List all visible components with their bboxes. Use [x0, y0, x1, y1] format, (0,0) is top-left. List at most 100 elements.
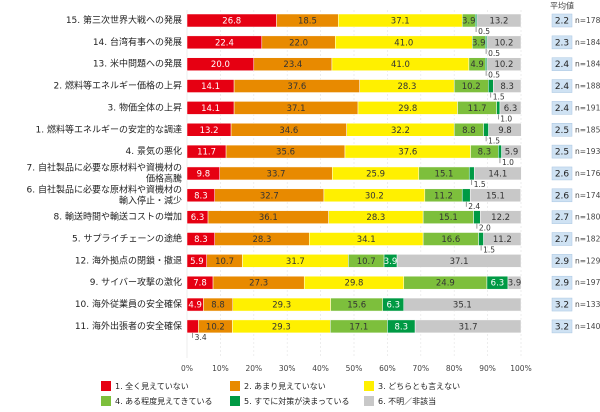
legend-swatch: [230, 381, 240, 391]
average-value: 2.7: [555, 213, 569, 223]
segment-label: 34.6: [279, 126, 298, 136]
segment-label: 27.3: [249, 279, 268, 289]
row-label: 7. 自社製品に必要な原材料や資機材の: [27, 161, 182, 173]
segment-label: 4.9: [470, 60, 484, 70]
x-tick-label: 10%: [212, 364, 229, 373]
average-value: 2.5: [555, 148, 569, 158]
segment-label: 3.9: [384, 257, 398, 267]
row-label-line2: 輸入停止・減少: [119, 194, 182, 206]
segment-label: 37.1: [391, 17, 410, 27]
row-label: 13. 米中問題への発展: [93, 58, 182, 70]
sample-size: n=174: [575, 191, 600, 200]
bar-segment: [488, 123, 522, 137]
sample-size: n=129: [575, 256, 600, 265]
segment-label: 41.0: [391, 60, 410, 70]
segment-label: 28.3: [366, 213, 385, 223]
legend-label: 6. 不明／非該当: [378, 396, 436, 406]
segment-label: 22.0: [289, 38, 308, 48]
average-value: 2.4: [555, 104, 570, 114]
average-value: 2.4: [555, 60, 570, 70]
bar-segment: [499, 101, 522, 115]
bar-segment: [488, 79, 494, 93]
segment-label: 6.3: [504, 104, 518, 114]
segment-label: 6.3: [191, 213, 205, 223]
segment-label-callout: 2.4: [468, 202, 480, 211]
bar-segment: [476, 13, 522, 28]
segment-label-callout: 0.5: [478, 27, 490, 36]
segment-label: 30.2: [365, 191, 384, 201]
average-box: [551, 35, 573, 50]
sample-size: n=197: [575, 278, 600, 287]
segment-label: 32.7: [260, 191, 279, 201]
segment-label: 15.1: [486, 191, 505, 201]
x-tick-label: 40%: [312, 364, 329, 373]
segment-label-callout: 1.0: [500, 114, 512, 123]
average-box: [551, 79, 573, 93]
row-label: 9. サイバー攻撃の激化: [90, 276, 182, 288]
legend-label: 1. 全く見えていない: [115, 381, 189, 391]
bar-segment: [403, 297, 522, 312]
segment-label-callout: 0.5: [488, 71, 500, 80]
row-label-line2: 価格高騰: [146, 172, 182, 184]
bar-segment: [469, 188, 521, 203]
segment-label: 17.1: [349, 322, 368, 332]
row-label: 2. 燃料等エネルギー価格の上昇: [54, 80, 182, 92]
bar-segment: [480, 210, 522, 224]
row-label: 8. 輸送時間や輸送コストの増加: [54, 211, 182, 223]
average-value: 2.6: [555, 191, 570, 201]
bar-segment: [414, 319, 522, 334]
segment-label: 25.9: [366, 169, 385, 179]
segment-label: 11.2: [434, 191, 453, 201]
segment-label: 15.6: [347, 301, 366, 311]
x-tick-label: 90%: [479, 364, 496, 373]
bar-segment: [486, 35, 522, 50]
segment-label: 4.9: [188, 301, 202, 311]
segment-label: 29.3: [272, 322, 291, 332]
average-value: 2.3: [555, 38, 569, 48]
segment-label: 37.1: [450, 257, 469, 267]
row-label: 1. 燃料等エネルギーの安定的な調達: [36, 123, 182, 135]
segment-label: 26.8: [222, 17, 241, 27]
bar-segment: [478, 232, 484, 246]
row-label: 3. 物価全体の上昇: [108, 101, 182, 113]
legend-label: 3. どちらとも言えない: [378, 381, 460, 391]
segment-label: 8.3: [478, 148, 492, 158]
segment-label: 37.6: [287, 82, 306, 92]
average-box: [551, 144, 573, 159]
segment-label: 32.2: [391, 126, 410, 136]
row-label: 4. 景気の悪化: [126, 145, 182, 157]
segment-label: 6.3: [386, 301, 400, 311]
segment-label: 7.8: [193, 279, 207, 289]
sample-size: n=193: [575, 147, 600, 156]
average-box: [551, 166, 573, 181]
x-tick-label: 30%: [279, 364, 296, 373]
bar-segment: [468, 166, 475, 181]
segment-label: 41.0: [394, 38, 413, 48]
segment-label: 13.2: [200, 126, 219, 136]
sample-size: n=184: [575, 60, 600, 69]
bar-segment: [485, 57, 488, 71]
segment-label: 6.3: [491, 279, 505, 289]
segment-label: 3.9: [508, 279, 522, 289]
row-label: 12. 海外拠点の閉鎖・撤退: [75, 254, 182, 266]
segment-label: 14.1: [201, 104, 220, 114]
segment-label: 35.1: [453, 301, 472, 311]
legend-swatch: [364, 396, 374, 406]
x-tick-label: 70%: [412, 364, 429, 373]
average-value: 2.4: [555, 82, 570, 92]
average-box: [551, 275, 573, 290]
average-value: 2.6: [555, 169, 570, 179]
segment-label: 5.9: [505, 148, 519, 158]
x-tick-label: 20%: [245, 364, 262, 373]
segment-label-callout: 2.0: [479, 224, 491, 233]
segment-label: 8.8: [211, 301, 225, 311]
bar-segment: [483, 232, 522, 246]
segment-label: 36.1: [259, 213, 278, 223]
row-label: 5. サプライチェーンの途絶: [72, 233, 182, 245]
average-box: [551, 13, 573, 28]
segment-label: 37.6: [398, 148, 417, 158]
bar-segment: [486, 57, 522, 71]
sample-size: n=185: [575, 125, 600, 134]
average-box: [551, 57, 573, 71]
segment-label: 10.7: [215, 257, 234, 267]
